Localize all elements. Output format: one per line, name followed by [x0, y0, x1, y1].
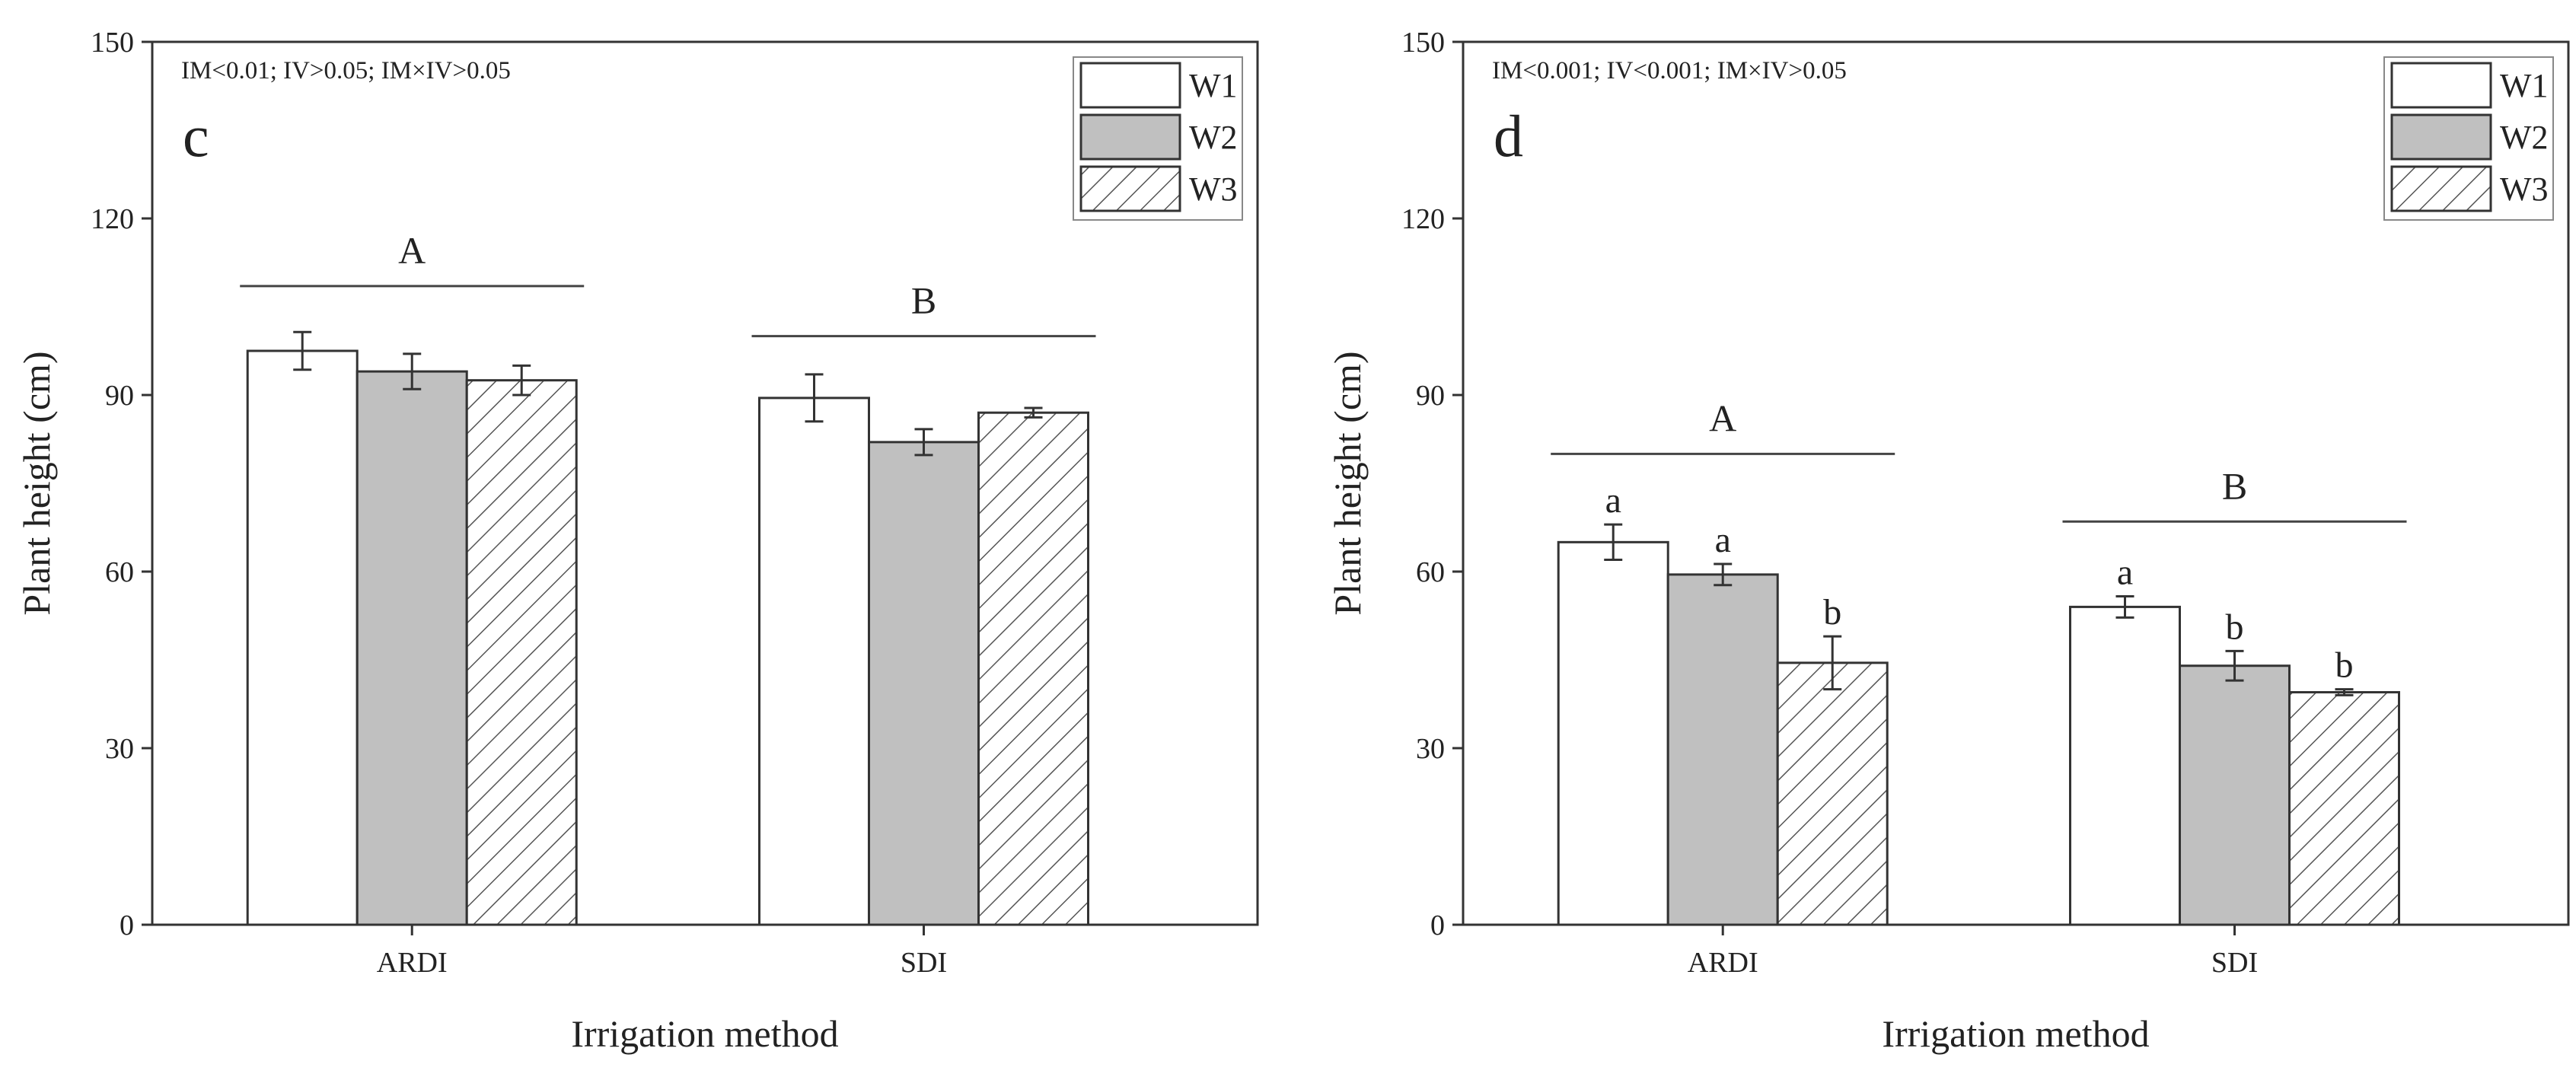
- legend-label: W3: [1189, 170, 1238, 208]
- annotations-group: AB: [240, 229, 1096, 457]
- legend-label: W3: [2500, 170, 2549, 208]
- panel-d: a a a b b b A B 0 30 60 90 120 150 ARDI SDI IM<0.001;…: [1326, 27, 2570, 1055]
- group-letter: B: [2222, 464, 2247, 507]
- y-tick-label: 120: [1401, 203, 1445, 235]
- legend-swatch: [1079, 165, 1181, 212]
- y-tick-label: 60: [105, 556, 134, 588]
- stats-text: IM<0.01; IV>0.05; IM×IV>0.05: [181, 57, 511, 84]
- x-tick-label: SDI: [2211, 947, 2258, 979]
- legend-swatch: [1079, 62, 1181, 109]
- legend-label: W1: [2500, 67, 2549, 104]
- significance-letter: a: [1605, 480, 1621, 521]
- y-tick-label: 30: [105, 733, 134, 765]
- y-tick-label: 150: [1401, 27, 1445, 59]
- bar: [1666, 573, 1779, 926]
- significance-letter: a: [1715, 520, 1731, 560]
- x-tick-label: SDI: [901, 947, 947, 979]
- legend-label: W2: [2500, 119, 2549, 156]
- bar: [355, 370, 468, 926]
- bar: [2068, 605, 2181, 926]
- y-axis-label: Plant height (cm): [15, 351, 58, 615]
- bar: [757, 397, 870, 926]
- bars-group: [1557, 540, 2400, 926]
- panel-letter: d: [1494, 103, 1523, 169]
- legend-swatch: [2390, 165, 2492, 212]
- x-tick-label: ARDI: [377, 947, 448, 979]
- legend-swatch: [2390, 113, 2492, 161]
- legend: W1 W2 W3: [1073, 56, 1243, 221]
- x-axis-label: Irrigation method: [571, 1012, 838, 1055]
- y-tick-label: 30: [1416, 733, 1445, 765]
- y-axis: 0 30 60 90 120 150: [91, 27, 152, 941]
- y-axis: 0 30 60 90 120 150: [1401, 27, 1463, 941]
- bars-group: [246, 349, 1089, 926]
- y-tick-label: 90: [105, 380, 134, 412]
- legend-swatch: [1079, 113, 1181, 161]
- legend-label: W1: [1189, 67, 1238, 104]
- group-letter: A: [1709, 397, 1736, 439]
- x-axis-label: Irrigation method: [1882, 1012, 2149, 1055]
- x-tick-label: ARDI: [1688, 947, 1758, 979]
- stats-text: IM<0.001; IV<0.001; IM×IV>0.05: [1492, 57, 1847, 84]
- bar: [867, 441, 980, 926]
- bar: [465, 379, 578, 926]
- significance-letter: b: [2335, 645, 2353, 686]
- y-tick-label: 60: [1416, 556, 1445, 588]
- bar: [977, 411, 1089, 926]
- plot-frame: [1462, 40, 2570, 926]
- annotations-group: a a a b b b A B: [1551, 397, 2407, 696]
- bar: [2287, 691, 2400, 926]
- group-letter: A: [398, 229, 426, 272]
- plot-frame: [151, 40, 1259, 926]
- y-tick-label: 120: [91, 203, 134, 235]
- significance-letter: a: [2117, 552, 2133, 592]
- legend-swatch: [2390, 62, 2492, 109]
- bar: [246, 349, 359, 926]
- bar: [2178, 664, 2291, 926]
- legend-label: W2: [1189, 119, 1238, 156]
- panel-letter: c: [183, 103, 209, 169]
- y-tick-label: 90: [1416, 380, 1445, 412]
- bar: [1557, 540, 1669, 926]
- x-axis: ARDI SDI: [1688, 925, 2258, 979]
- significance-letter: b: [2225, 607, 2243, 647]
- significance-letter: b: [1823, 592, 1841, 632]
- legend: W1 W2 W3: [2383, 56, 2554, 221]
- y-tick-label: 0: [1430, 910, 1445, 941]
- bar: [1776, 661, 1889, 926]
- group-letter: B: [911, 279, 936, 322]
- x-axis: ARDI SDI: [377, 925, 947, 979]
- y-axis-label: Plant height (cm): [1326, 351, 1369, 615]
- y-tick-label: 150: [91, 27, 134, 59]
- y-tick-label: 0: [120, 910, 134, 941]
